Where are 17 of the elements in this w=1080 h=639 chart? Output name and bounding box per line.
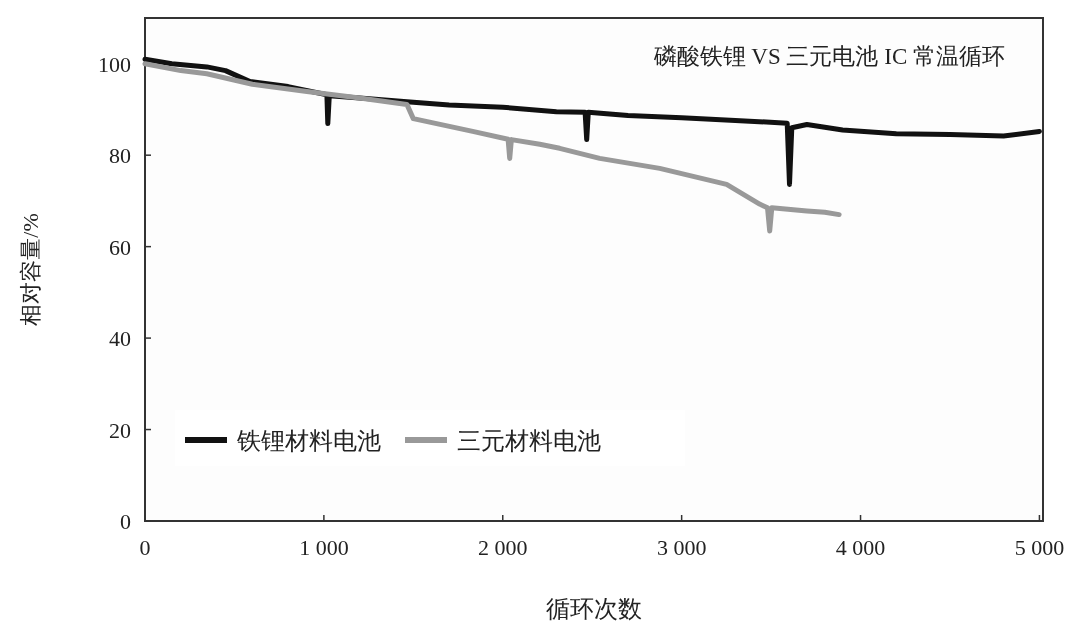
text: 磷酸铁锂 VS 三元电池 IC 常温循环 [652,44,1005,69]
y-tick-label: 20 [109,417,131,443]
y-tick-label: 60 [109,234,131,260]
y-tick-label: 100 [98,51,131,77]
x-tick-label: 3 000 [656,535,707,560]
x-tick-label: 0 [139,535,151,560]
x-tick-label: 4 000 [835,535,886,560]
y-tick-label: 0 [120,509,131,534]
legend-label: 三元材料电池 [457,428,601,454]
y-axis-title: 相对容量/% [18,213,43,326]
y-tick-label: 80 [109,143,131,169]
x-tick-label: 5 000 [1014,535,1065,560]
x-tick-label: 1 000 [299,535,349,560]
legend-label: 铁锂材料电池 [236,428,381,454]
y-tick-label: 40 [109,326,131,352]
x-tick-label: 2 000 [478,535,528,560]
x-axis-title: 循环次数 [546,596,642,622]
